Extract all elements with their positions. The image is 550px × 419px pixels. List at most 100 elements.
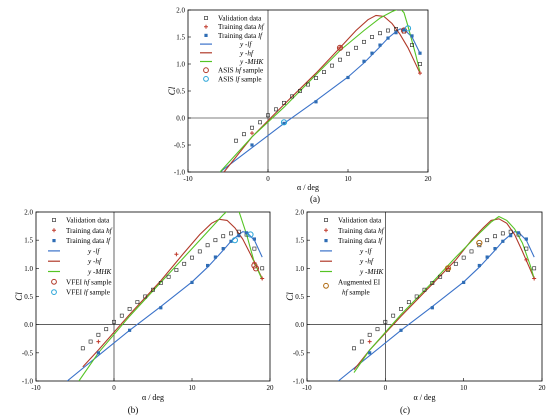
- training-hf-point: [418, 71, 422, 76]
- series-line-y-hf: [353, 218, 535, 371]
- sample-secondary-point: [247, 231, 254, 238]
- sample-secondary-point: [280, 119, 288, 126]
- training-lf-point: [368, 351, 372, 355]
- training-lf-point: [418, 51, 422, 55]
- series-line-y-hf: [82, 218, 263, 368]
- validation-point: [96, 332, 101, 337]
- validation-point: [508, 229, 513, 234]
- sample-secondary-point: [231, 237, 238, 244]
- validation-point: [406, 300, 411, 305]
- x-axis-label: α / deg: [297, 183, 319, 192]
- x-tick-label: -10: [31, 384, 41, 392]
- validation-point: [104, 327, 109, 332]
- y-tick-label: -1.0: [22, 378, 34, 386]
- y-tick-label: 0.0: [176, 115, 185, 123]
- y-axis-label: Cl: [14, 292, 24, 301]
- training-hf-point: [367, 339, 372, 344]
- validation-point: [205, 243, 210, 248]
- sample-primary-point: [444, 265, 452, 272]
- validation-point: [158, 281, 163, 285]
- training-hf-point: [524, 257, 529, 262]
- validation-point: [182, 261, 187, 266]
- training-lf-point: [402, 28, 406, 32]
- legend-entry-label: y -hf: [87, 258, 102, 266]
- series-line-y-mhk: [353, 215, 535, 373]
- panel-label-b: (b): [128, 405, 139, 415]
- validation-point: [378, 31, 382, 36]
- legend-marker: [52, 228, 56, 233]
- validation-point: [88, 339, 93, 344]
- legend-entry-label: Training data lf: [338, 237, 383, 245]
- validation-point: [485, 238, 490, 243]
- legend-entry-label: y -MHK: [87, 268, 113, 276]
- validation-point: [282, 100, 286, 105]
- y-tick-label: -0.5: [293, 349, 305, 357]
- training-lf-point: [386, 36, 390, 40]
- validation-point: [252, 246, 257, 251]
- legend-entry-label: Augmented EI: [338, 278, 381, 286]
- training-lf-point: [524, 237, 528, 241]
- y-axis-label: Cl: [285, 292, 295, 301]
- validation-point: [418, 62, 422, 66]
- validation-point: [359, 339, 364, 344]
- training-lf-point: [462, 280, 466, 285]
- legend-marker: [51, 278, 57, 285]
- legend-marker: [52, 218, 56, 222]
- training-lf-point: [250, 143, 254, 147]
- validation-point: [197, 249, 202, 254]
- validation-point: [370, 35, 374, 39]
- validation-point: [234, 138, 238, 143]
- y-tick-label: 1.5: [176, 34, 185, 42]
- x-tick-label: 20: [267, 384, 275, 392]
- validation-point: [367, 332, 372, 337]
- legend-entry-label: Training data hf: [218, 23, 265, 31]
- validation-point: [330, 63, 334, 68]
- validation-point: [346, 51, 350, 56]
- validation-point: [190, 255, 194, 260]
- legend-entry-label: y -MHK: [239, 58, 265, 66]
- training-lf-point: [314, 100, 318, 104]
- legend-entry-label: Validation data: [338, 217, 382, 225]
- y-tick-label: 0.5: [24, 293, 33, 301]
- legend-marker: [204, 16, 208, 20]
- validation-point: [151, 287, 155, 292]
- training-hf-point: [96, 339, 101, 344]
- legend-entry-label: ASIS hf sample: [218, 67, 263, 75]
- training-lf-point: [229, 239, 233, 243]
- sample-primary-point: [336, 44, 344, 51]
- training-hf-point: [338, 45, 342, 50]
- training-lf-point: [509, 234, 513, 238]
- training-hf-point: [446, 266, 450, 271]
- legend-marker: [51, 289, 57, 296]
- validation-point: [290, 94, 294, 99]
- x-axis-label: α / deg: [142, 393, 164, 402]
- training-hf-point: [174, 252, 179, 257]
- y-tick-label: -0.5: [174, 142, 186, 150]
- training-hf-point: [260, 276, 265, 281]
- legend-marker: [324, 218, 328, 222]
- y-tick-label: 0.5: [176, 88, 185, 96]
- y-tick-label: 0.0: [24, 321, 33, 329]
- validation-point: [221, 234, 226, 239]
- training-lf-point: [493, 247, 497, 251]
- validation-point: [532, 266, 537, 271]
- validation-point: [500, 231, 505, 236]
- training-lf-point: [206, 263, 210, 268]
- training-lf-point: [282, 121, 286, 125]
- training-lf-point: [213, 255, 217, 259]
- validation-point: [493, 234, 497, 239]
- validation-point: [314, 76, 318, 80]
- y-tick-label: -0.5: [22, 349, 34, 357]
- x-tick-label: 10: [345, 175, 353, 183]
- training-lf-point: [477, 263, 481, 268]
- y-tick-label: 2.0: [295, 209, 304, 217]
- y-tick-label: 1.0: [176, 61, 185, 69]
- validation-point: [242, 132, 246, 137]
- validation-point: [354, 45, 358, 50]
- training-lf-point: [190, 280, 194, 285]
- training-lf-point: [516, 231, 521, 235]
- legend-marker: [204, 33, 208, 37]
